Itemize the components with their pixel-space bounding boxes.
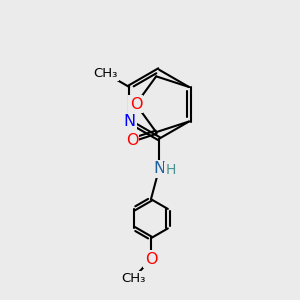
Text: H: H: [165, 163, 176, 177]
Text: O: O: [145, 252, 157, 267]
Text: N: N: [153, 161, 165, 176]
Text: N: N: [123, 114, 135, 129]
Text: O: O: [126, 133, 138, 148]
Text: CH₃: CH₃: [121, 272, 145, 285]
Text: O: O: [130, 97, 142, 112]
Text: CH₃: CH₃: [94, 67, 118, 80]
